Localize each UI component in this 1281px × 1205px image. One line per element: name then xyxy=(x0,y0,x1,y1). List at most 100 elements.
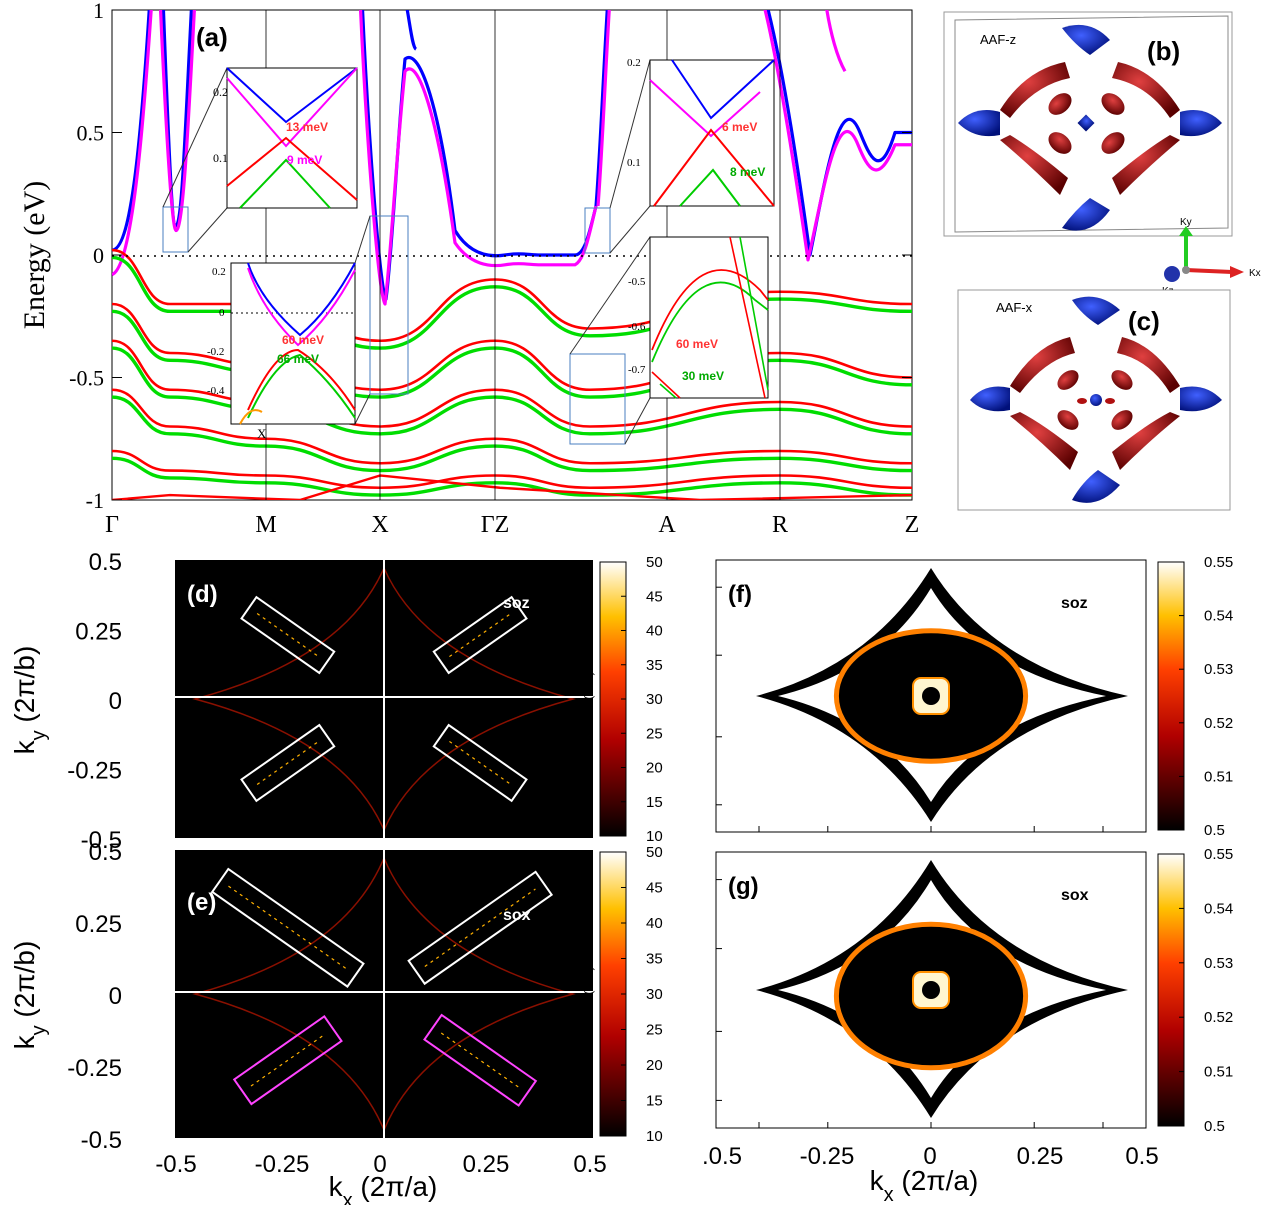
fermi-surface-z xyxy=(958,24,1222,231)
gap-hotspot xyxy=(256,613,319,658)
band-line xyxy=(825,10,847,73)
gap-hotspot xyxy=(449,740,512,785)
panel-c-caption: AAF-x xyxy=(996,300,1033,315)
inset-3-gap-label: 6 meV xyxy=(722,120,757,134)
band-line xyxy=(596,10,611,207)
colorbar-tick-label: 0.52 xyxy=(1204,1009,1233,1026)
kx-axis-label: kx (2π/a) xyxy=(329,1171,438,1205)
ytick-label: 0.5 xyxy=(89,549,122,576)
colorbar xyxy=(1157,853,1185,1127)
colorbar-tick-label: 45 xyxy=(646,880,663,897)
inset-4-ytick: -0.5 xyxy=(628,276,646,288)
inset-1-ytick: 0.1 xyxy=(213,151,228,165)
inset-4-marker xyxy=(569,353,626,445)
band-line xyxy=(112,339,912,428)
band-line xyxy=(112,395,912,473)
fermi-contour xyxy=(192,566,576,832)
colorbar-tick-label: 15 xyxy=(646,794,663,811)
heatmap-f: (f) soz 0.55 0.54 0.53 0.52 0.51 0.5 xyxy=(715,554,1233,839)
band-line xyxy=(112,10,153,277)
gap-hotspot xyxy=(424,888,536,967)
kpoint-label: M xyxy=(255,512,276,538)
highlight-box xyxy=(232,1015,343,1106)
kpoint-label: A xyxy=(658,512,676,538)
inset-3-gap-label: 8 meV xyxy=(730,165,765,179)
band-line xyxy=(161,10,193,228)
colorbar-tick-label: 45 xyxy=(646,588,663,605)
band-line xyxy=(158,10,196,233)
inset-4-gap-label: 30 meV xyxy=(682,369,724,383)
ytick-label: 0 xyxy=(109,983,122,1010)
ky-axis-label: ky (2π/b) xyxy=(9,941,50,1050)
band-line xyxy=(112,346,912,436)
heatmap-e: (e) sox 50 45 40 35 30 25 20 15 10 1/ΔE (eV-1) 0.5 0.… xyxy=(67,839,662,1154)
panel-label: (g) xyxy=(728,873,759,900)
highlight-box xyxy=(423,1013,538,1107)
colorbar-tick-label: 0.54 xyxy=(1204,900,1233,917)
colorbar-tick-label: 0.55 xyxy=(1204,554,1233,571)
inset-4-ytick: -0.6 xyxy=(628,321,646,333)
panel-label: (d) xyxy=(187,581,218,608)
colorbar-tick-label: 0.5 xyxy=(1204,822,1225,839)
xtick-label: 0.25 xyxy=(463,1151,510,1178)
colorbar-label: 1/ΔE (eV-1) xyxy=(581,967,596,1022)
xtick-label: 0.5 xyxy=(573,1151,606,1178)
highlight-box xyxy=(240,723,336,803)
colorbar-tick-label: 35 xyxy=(646,657,663,674)
ytick-label: -0.5 xyxy=(69,366,104,391)
kpoint-label: ΓZ xyxy=(481,512,510,538)
gap-hotspot xyxy=(440,1032,520,1088)
inset-1-gap-label: 9 meV xyxy=(287,153,322,167)
xtick-label: 0.25 xyxy=(1017,1143,1064,1170)
colorbar-tick-label: 0.54 xyxy=(1204,608,1233,625)
heatmap-g: (g) sox 0.55 0.54 0.53 0.52 0.51 0.5 xyxy=(715,846,1233,1135)
colorbar-tick-label: 10 xyxy=(646,828,663,845)
colorbar-tick-label: 0.55 xyxy=(1204,846,1233,863)
inset-3-marker xyxy=(584,207,611,254)
panel-b-label: (b) xyxy=(1147,36,1180,66)
inset-2-gap-label: 60 meV xyxy=(282,333,324,347)
panel-a-yticks: 1 0.5 0 -0.5 -1 xyxy=(69,0,912,513)
spin-orientation-label: sox xyxy=(503,907,531,924)
axis-kx-label: Kx xyxy=(1249,268,1261,279)
ytick-label: 0.5 xyxy=(89,839,122,866)
inset-4-ytick: -0.7 xyxy=(628,364,646,376)
inset-3-ytick: 0.2 xyxy=(627,57,641,69)
band-line xyxy=(594,10,609,207)
highlight-box xyxy=(407,870,554,986)
colorbar-label: 1/ΔE (eV-1) xyxy=(581,672,596,727)
kpoint-label: X xyxy=(371,512,388,538)
fermi-surface-x xyxy=(970,296,1222,503)
panel-a-ylabel: Energy (eV) xyxy=(18,181,51,330)
colorbar-tick-label: 40 xyxy=(646,915,663,932)
band-line xyxy=(405,10,418,51)
panel-label: (f) xyxy=(728,581,752,608)
panel-label: (e) xyxy=(187,889,216,916)
inset-2-xtick: X xyxy=(257,426,267,441)
highlight-box xyxy=(432,595,528,675)
colorbar-tick-label: 50 xyxy=(646,554,663,571)
gap-hotspot xyxy=(256,740,319,785)
inset-2-ytick: 0 xyxy=(219,307,225,319)
ytick-label: 0 xyxy=(109,688,122,715)
inset-2-frame xyxy=(230,262,356,425)
fermi-contour xyxy=(192,856,576,1132)
panel-c: AAF-x (c) xyxy=(957,289,1231,511)
inset-1-gap-label: 13 meV xyxy=(286,120,328,134)
xtick-label: -0.5 xyxy=(155,1151,196,1178)
xtick-label: 0 xyxy=(923,1143,936,1170)
inset-3-ytick: 0.1 xyxy=(627,157,641,169)
spin-orientation-label: soz xyxy=(503,595,530,612)
xtick-label: 0 xyxy=(373,1151,386,1178)
colorbar-tick-label: 15 xyxy=(646,1093,663,1110)
kpoint-label: Z xyxy=(905,512,920,538)
inset-2-gap-label: 66 meV xyxy=(277,352,319,366)
colorbar-tick-label: 10 xyxy=(646,1128,663,1145)
colorbar-tick-label: 40 xyxy=(646,623,663,640)
inset-4-frame xyxy=(649,236,769,399)
band-line xyxy=(112,388,912,465)
inset-4: -0.5 -0.6 -0.7 60 meV 30 meV xyxy=(569,236,769,445)
ytick-label: 0.5 xyxy=(77,121,105,146)
kpoint-label: Γ xyxy=(105,512,119,538)
highlight-box xyxy=(240,595,336,675)
